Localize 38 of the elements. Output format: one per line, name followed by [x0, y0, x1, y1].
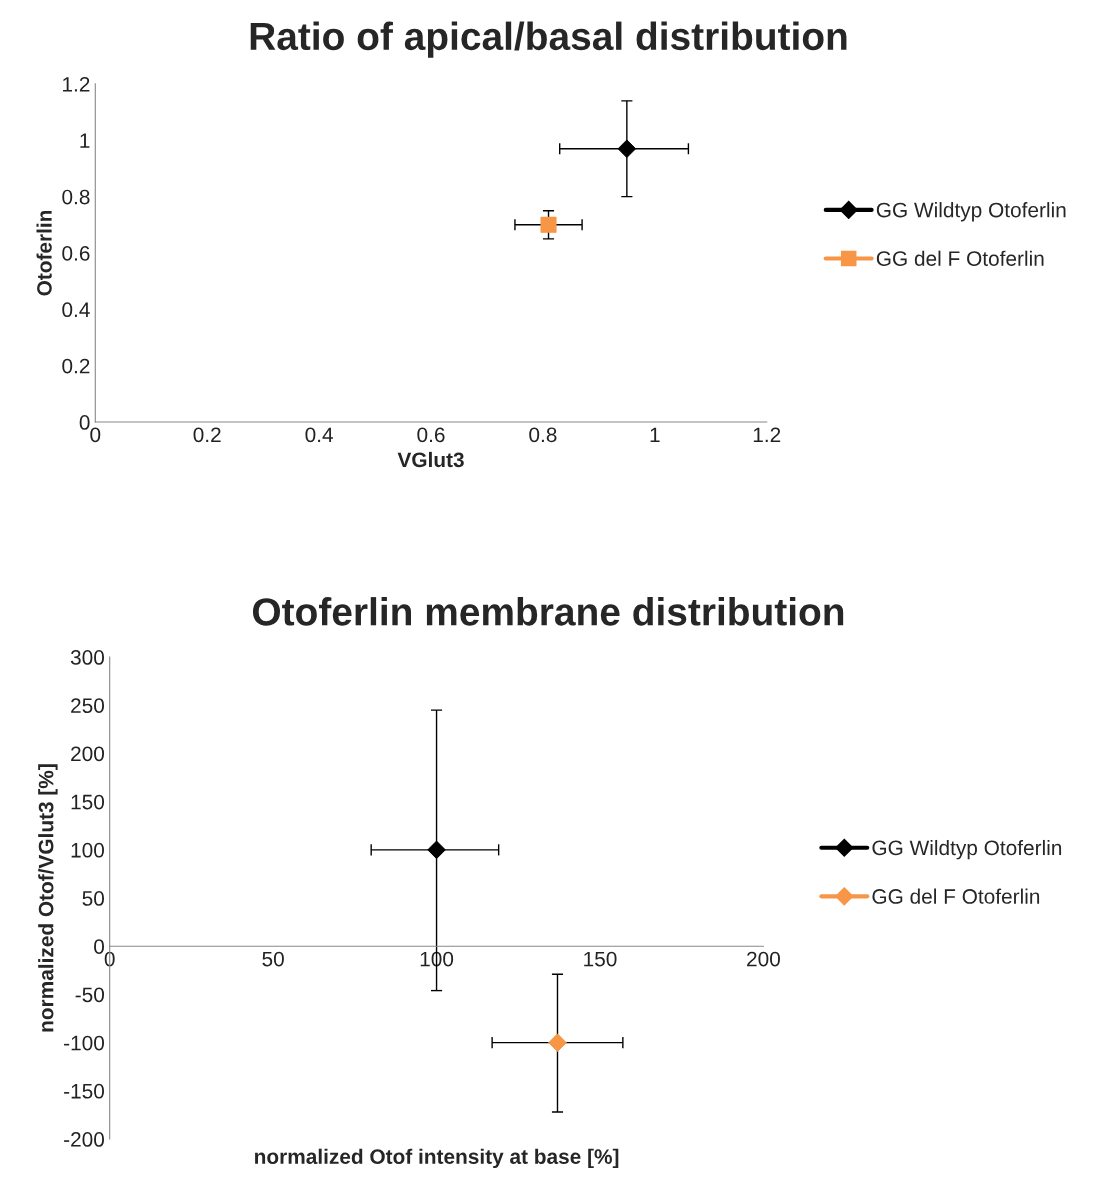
y-tick-label: 300	[70, 650, 105, 665]
x-axis-title: normalized Otof intensity at base [%]	[255, 1148, 619, 1169]
y-tick-label: 1.2	[63, 76, 90, 92]
y-tick-label: 50	[82, 891, 105, 906]
y-axis-title: normalized Otof/VGlut3 [%]	[38, 764, 58, 1032]
x-tick-label: 1	[650, 427, 660, 443]
legend-label: GG Wildtyp Otoferlin	[876, 202, 1066, 222]
x-tick-label: 50	[262, 951, 284, 967]
x-tick-label: 1.2	[753, 427, 781, 443]
y-axis-title: Otoferlin	[36, 210, 52, 296]
y-tick-label: 0.6	[62, 245, 90, 261]
y-tick-label: 200	[71, 746, 105, 762]
x-axis-title: VGlut3	[397, 451, 464, 468]
x-tick-label: 0.2	[193, 427, 221, 443]
y-tick-label: 100	[71, 842, 105, 858]
y-tick-label: 0	[94, 939, 105, 954]
y-tick-label: -100	[64, 1035, 105, 1051]
y-tick-label: -200	[64, 1132, 105, 1147]
y-tick-label: -50	[75, 987, 105, 1003]
legend-label: GG del F Otoferlin	[872, 888, 1040, 904]
legend-label: GG Wildtyp Otoferlin	[872, 839, 1062, 860]
y-tick-label: 1	[80, 133, 90, 148]
y-tick-label: 0.4	[62, 302, 90, 318]
y-tick-label: 0.8	[62, 189, 90, 205]
x-tick-label: 200	[747, 951, 780, 967]
legend-label: GG del F Otoferlin	[876, 250, 1044, 266]
x-tick-label: 0.4	[305, 427, 333, 443]
x-tick-label: 150	[584, 951, 617, 967]
y-tick-label: 250	[71, 698, 105, 714]
y-tick-label: 0	[79, 415, 90, 430]
x-tick-label: 0.8	[529, 427, 557, 443]
chart-title: Ratio of apical/basal distribution	[250, 21, 847, 58]
chart-title: Otoferlin membrane distribution	[252, 597, 844, 626]
y-tick-label: 0.2	[62, 358, 90, 374]
x-tick-label: 0	[104, 951, 115, 967]
y-tick-label: -150	[64, 1083, 105, 1099]
y-tick-label: 150	[71, 794, 105, 810]
x-tick-label: 0.6	[417, 427, 445, 443]
